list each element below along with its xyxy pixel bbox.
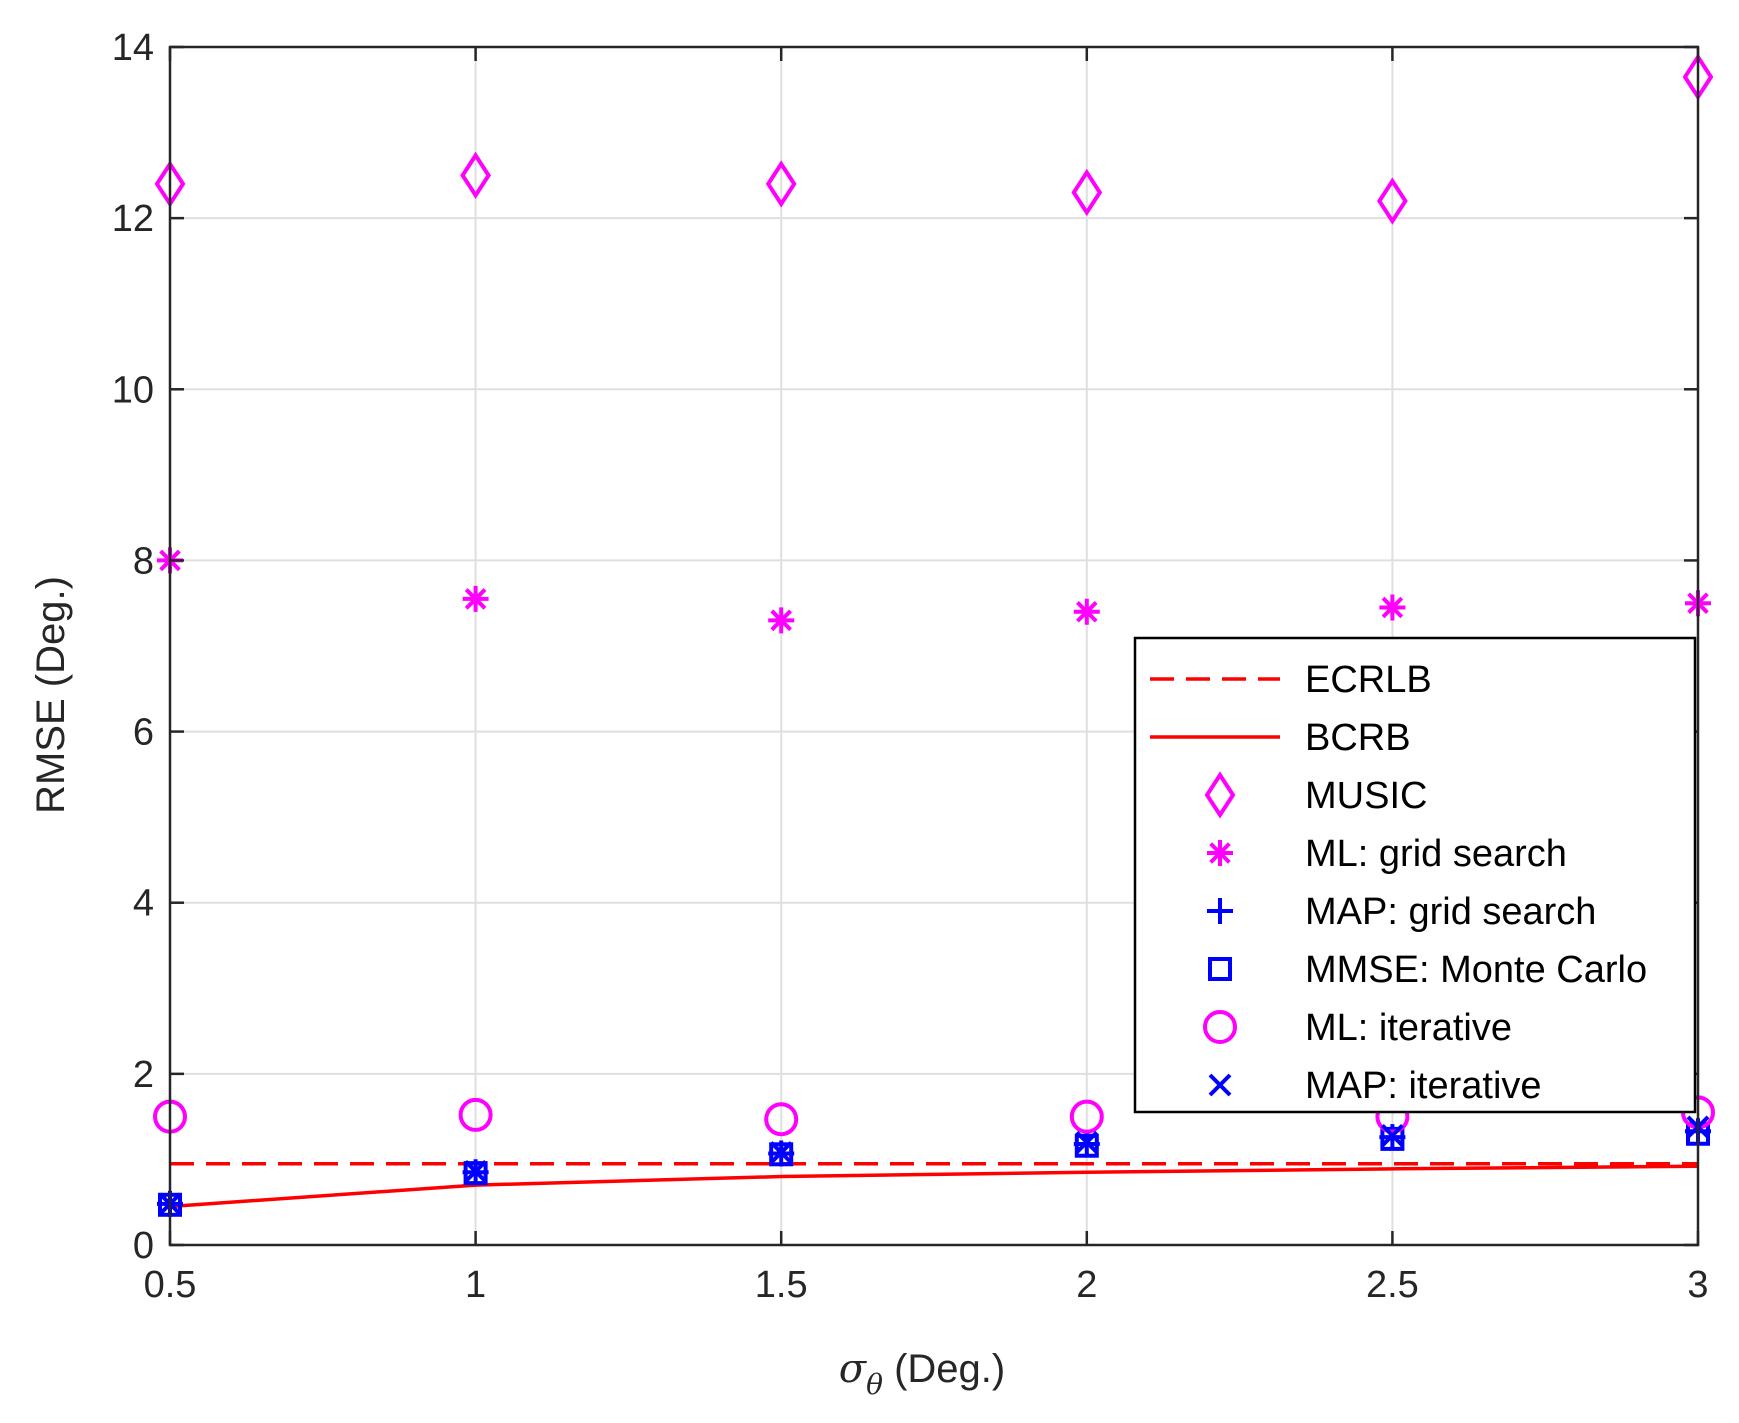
x-tick-label-0: 0.5 — [144, 1264, 197, 1306]
legend-box — [1133, 636, 1697, 1114]
x-axis-label: σθ (Deg.) — [839, 1346, 1005, 1401]
x-tick-label-2: 1.5 — [755, 1264, 808, 1306]
series-line-bcrb — [169, 1164, 1699, 1209]
marker-ml-iterative-2 — [764, 1102, 799, 1137]
x-tick-label-3: 2 — [1076, 1264, 1097, 1306]
marker-ml-iterative-1 — [458, 1097, 493, 1132]
legend-item-map-grid-search: MAP: grid search — [1207, 891, 1596, 933]
y-tick-label-1: 2 — [133, 1054, 154, 1096]
axes — [168, 45, 1700, 1247]
tick-labels: 0.5 1 1.5 2 2.5 3 0 2 4 6 8 10 12 14 — [112, 27, 1709, 1306]
y-tick-label-0: 0 — [133, 1225, 154, 1267]
legend-item-map-iterative: MAP: iterative — [1208, 1065, 1542, 1107]
legend-item-mmse-monte-carlo: MMSE: Monte Carlo — [1208, 949, 1647, 991]
marker-ml-grid-search-3 — [1073, 598, 1100, 625]
legend-label-ml-grid-search: ML: grid search — [1305, 833, 1567, 875]
legend-item-ml-iterative: ML: iterative — [1203, 1007, 1512, 1049]
marker-ml-grid-search-1 — [462, 585, 489, 612]
marker-music-3 — [1071, 168, 1103, 217]
legend-item-music: MUSIC — [1204, 771, 1427, 819]
legend-label-map-grid-search: MAP: grid search — [1305, 891, 1596, 933]
plot-area-frame — [168, 45, 1700, 1247]
y-tick-label-2: 4 — [133, 883, 154, 925]
legend-swatch-ml-iterative — [1203, 1010, 1237, 1044]
marker-music-2 — [765, 160, 797, 208]
marker-map-iterative-2 — [769, 1141, 793, 1164]
marker-ml-grid-search-2 — [768, 607, 795, 634]
marker-map-iterative-4 — [1380, 1124, 1404, 1147]
y-axis-label: RMSE (Deg.) — [29, 576, 73, 814]
legend-swatch-map-grid-search — [1207, 898, 1233, 924]
y-tick-label-4: 8 — [133, 540, 154, 582]
legend-label-ecrlb: ECRLB — [1305, 659, 1432, 701]
marker-map-iterative-1 — [464, 1159, 488, 1183]
marker-music-4 — [1377, 177, 1408, 225]
marker-mmse-monte-carlo-2 — [769, 1142, 794, 1167]
legend-swatch-map-iterative — [1208, 1073, 1232, 1097]
legend-label-bcrb: BCRB — [1305, 717, 1411, 759]
marker-mmse-monte-carlo-1 — [463, 1161, 488, 1186]
y-tick-label-6: 12 — [112, 198, 154, 240]
x-tick-label-4: 2.5 — [1366, 1264, 1419, 1306]
legend-swatch-ml-grid-search — [1207, 840, 1233, 866]
y-tick-label-5: 10 — [112, 369, 154, 411]
marker-mmse-monte-carlo-4 — [1380, 1126, 1405, 1151]
marker-music-1 — [460, 151, 491, 200]
x-axis-label-symbol: σ — [839, 1346, 868, 1392]
x-tick-label-5: 3 — [1687, 1264, 1708, 1306]
x-axis-label-subscript: θ — [866, 1368, 883, 1401]
marker-map-iterative-3 — [1075, 1130, 1099, 1154]
legend-label-mmse-monte-carlo: MMSE: Monte Carlo — [1305, 949, 1647, 991]
legend-swatch-music — [1204, 771, 1236, 819]
x-tick-label-1: 1 — [465, 1264, 486, 1306]
legend-label-music: MUSIC — [1305, 775, 1427, 817]
y-tick-label-7: 14 — [112, 27, 154, 69]
legend-item-bcrb: BCRB — [1150, 717, 1411, 759]
marker-ml-grid-search-4 — [1379, 594, 1406, 621]
series-bcrb — [169, 1164, 1699, 1209]
y-tick-label-3: 6 — [133, 712, 154, 754]
marker-mmse-monte-carlo-3 — [1074, 1133, 1099, 1158]
legend: ECRLB BCRB MUSIC ML: grid search MAP: grid s… — [1133, 636, 1697, 1114]
legend-label-map-iterative: MAP: iterative — [1305, 1065, 1542, 1107]
marker-ml-iterative-3 — [1069, 1099, 1104, 1134]
x-axis-label-suffix: (Deg.) — [883, 1347, 1005, 1391]
legend-swatch-mmse-monte-carlo — [1208, 957, 1232, 981]
legend-item-ecrlb: ECRLB — [1150, 659, 1432, 701]
legend-item-ml-grid-search: ML: grid search — [1207, 833, 1567, 875]
legend-label-ml-iterative: ML: iterative — [1305, 1007, 1512, 1049]
